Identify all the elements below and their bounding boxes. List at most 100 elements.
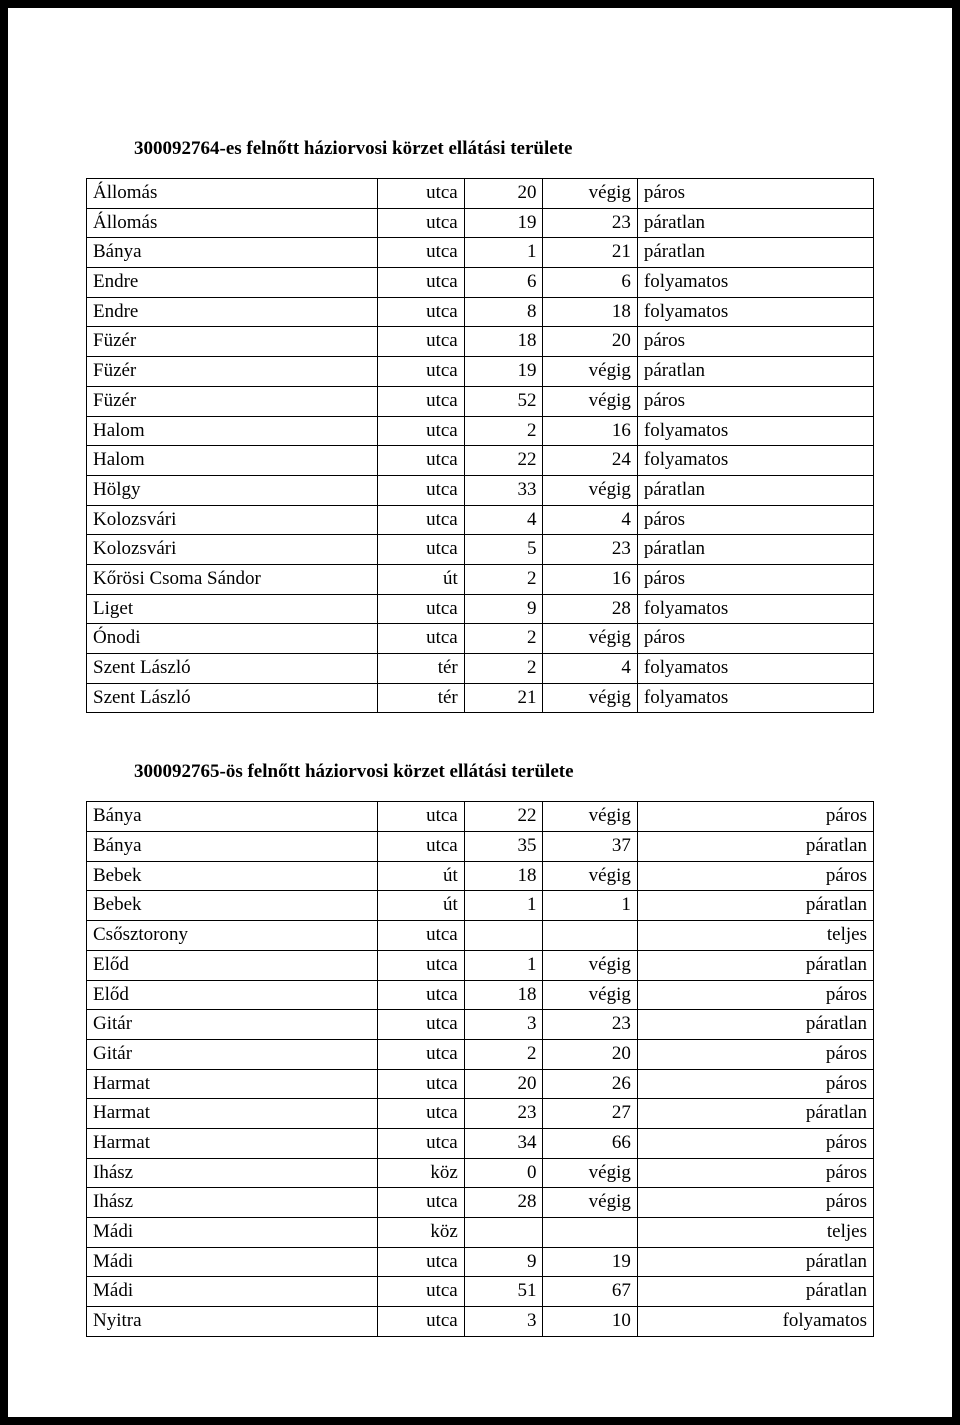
table-row: Mádiutca919páratlan — [87, 1247, 874, 1277]
parity-cell: páros — [637, 564, 873, 594]
street-type-cell: utca — [378, 327, 465, 357]
parity-cell: teljes — [637, 1218, 873, 1248]
street-name-cell: Mádi — [87, 1218, 378, 1248]
from-number-cell: 33 — [464, 475, 543, 505]
to-number-cell: végig — [543, 950, 637, 980]
from-number-cell: 2 — [464, 624, 543, 654]
street-name-cell: Szent László — [87, 654, 378, 684]
street-name-cell: Előd — [87, 950, 378, 980]
table-row: Gitárutca323páratlan — [87, 1010, 874, 1040]
section-title-2: 300092765-ös felnőtt háziorvosi körzet e… — [134, 761, 874, 783]
street-name-cell: Előd — [87, 980, 378, 1010]
street-type-cell: utca — [378, 535, 465, 565]
parity-cell: páratlan — [637, 1099, 873, 1129]
from-number-cell: 22 — [464, 446, 543, 476]
table-row: Ihászutca28végigpáros — [87, 1188, 874, 1218]
from-number-cell — [464, 1218, 543, 1248]
to-number-cell: 23 — [543, 208, 637, 238]
parity-cell: folyamatos — [637, 446, 873, 476]
to-number-cell: 20 — [543, 1039, 637, 1069]
parity-cell: folyamatos — [637, 654, 873, 684]
street-type-cell: utca — [378, 1247, 465, 1277]
table-row: Kőrösi Csoma Sándorút216páros — [87, 564, 874, 594]
parity-cell: folyamatos — [637, 594, 873, 624]
to-number-cell: 19 — [543, 1247, 637, 1277]
parity-cell: páratlan — [637, 535, 873, 565]
street-type-cell: utca — [378, 179, 465, 209]
street-name-cell: Nyitra — [87, 1307, 378, 1337]
table-row: Szent Lászlótér21végigfolyamatos — [87, 683, 874, 713]
table-row: Ihászköz0végigpáros — [87, 1158, 874, 1188]
table-row: Szent Lászlótér24folyamatos — [87, 654, 874, 684]
parity-cell: páros — [637, 1039, 873, 1069]
to-number-cell: 37 — [543, 832, 637, 862]
table-row: Elődutca18végigpáros — [87, 980, 874, 1010]
table-row: Mádiköz teljes — [87, 1218, 874, 1248]
table-row: Bányautca121páratlan — [87, 238, 874, 268]
parity-cell: folyamatos — [637, 297, 873, 327]
street-name-cell: Bánya — [87, 238, 378, 268]
street-type-cell: utca — [378, 980, 465, 1010]
to-number-cell: végig — [543, 1158, 637, 1188]
table-row: Ónodiutca2végigpáros — [87, 624, 874, 654]
street-type-cell: utca — [378, 624, 465, 654]
from-number-cell: 19 — [464, 208, 543, 238]
to-number-cell: 1 — [543, 891, 637, 921]
street-type-cell: utca — [378, 1039, 465, 1069]
table-row: Kolozsváriutca523páratlan — [87, 535, 874, 565]
table-row: Bányautca22végigpáros — [87, 802, 874, 832]
parity-cell: páratlan — [637, 238, 873, 268]
street-name-cell: Harmat — [87, 1069, 378, 1099]
street-type-cell: út — [378, 891, 465, 921]
table-row: Kolozsváriutca44páros — [87, 505, 874, 535]
from-number-cell: 9 — [464, 1247, 543, 1277]
street-name-cell: Csősztorony — [87, 921, 378, 951]
table-row: Állomásutca20végigpáros — [87, 179, 874, 209]
from-number-cell: 19 — [464, 357, 543, 387]
streets-table-2: Bányautca22végigpárosBányautca3537páratl… — [86, 801, 874, 1336]
street-type-cell: köz — [378, 1158, 465, 1188]
street-name-cell: Mádi — [87, 1247, 378, 1277]
street-name-cell: Ihász — [87, 1158, 378, 1188]
parity-cell: páratlan — [637, 891, 873, 921]
street-name-cell: Állomás — [87, 208, 378, 238]
section-title-1: 300092764-es felnőtt háziorvosi körzet e… — [134, 138, 874, 160]
parity-cell: páros — [637, 505, 873, 535]
street-name-cell: Gitár — [87, 1010, 378, 1040]
to-number-cell: 23 — [543, 1010, 637, 1040]
street-name-cell: Állomás — [87, 179, 378, 209]
street-type-cell: utca — [378, 921, 465, 951]
table-row: Csősztoronyutca teljes — [87, 921, 874, 951]
street-type-cell: utca — [378, 1277, 465, 1307]
to-number-cell: 6 — [543, 268, 637, 298]
parity-cell: páros — [637, 386, 873, 416]
to-number-cell: végig — [543, 386, 637, 416]
street-type-cell: utca — [378, 386, 465, 416]
street-name-cell: Liget — [87, 594, 378, 624]
parity-cell: páros — [637, 179, 873, 209]
to-number-cell: végig — [543, 861, 637, 891]
from-number-cell: 9 — [464, 594, 543, 624]
to-number-cell: 28 — [543, 594, 637, 624]
from-number-cell: 6 — [464, 268, 543, 298]
table-row: Bebekút18végigpáros — [87, 861, 874, 891]
street-name-cell: Kőrösi Csoma Sándor — [87, 564, 378, 594]
table-row: Hölgyutca33végigpáratlan — [87, 475, 874, 505]
table-row: Állomásutca1923páratlan — [87, 208, 874, 238]
to-number-cell: 16 — [543, 416, 637, 446]
from-number-cell: 18 — [464, 861, 543, 891]
table-row: Harmatutca2026páros — [87, 1069, 874, 1099]
to-number-cell: 26 — [543, 1069, 637, 1099]
parity-cell: páratlan — [637, 950, 873, 980]
to-number-cell: 67 — [543, 1277, 637, 1307]
street-name-cell: Gitár — [87, 1039, 378, 1069]
from-number-cell: 18 — [464, 327, 543, 357]
street-type-cell: utca — [378, 238, 465, 268]
from-number-cell: 3 — [464, 1307, 543, 1337]
street-type-cell: utca — [378, 505, 465, 535]
parity-cell: teljes — [637, 921, 873, 951]
from-number-cell: 20 — [464, 179, 543, 209]
from-number-cell: 51 — [464, 1277, 543, 1307]
street-type-cell: köz — [378, 1218, 465, 1248]
to-number-cell: 10 — [543, 1307, 637, 1337]
